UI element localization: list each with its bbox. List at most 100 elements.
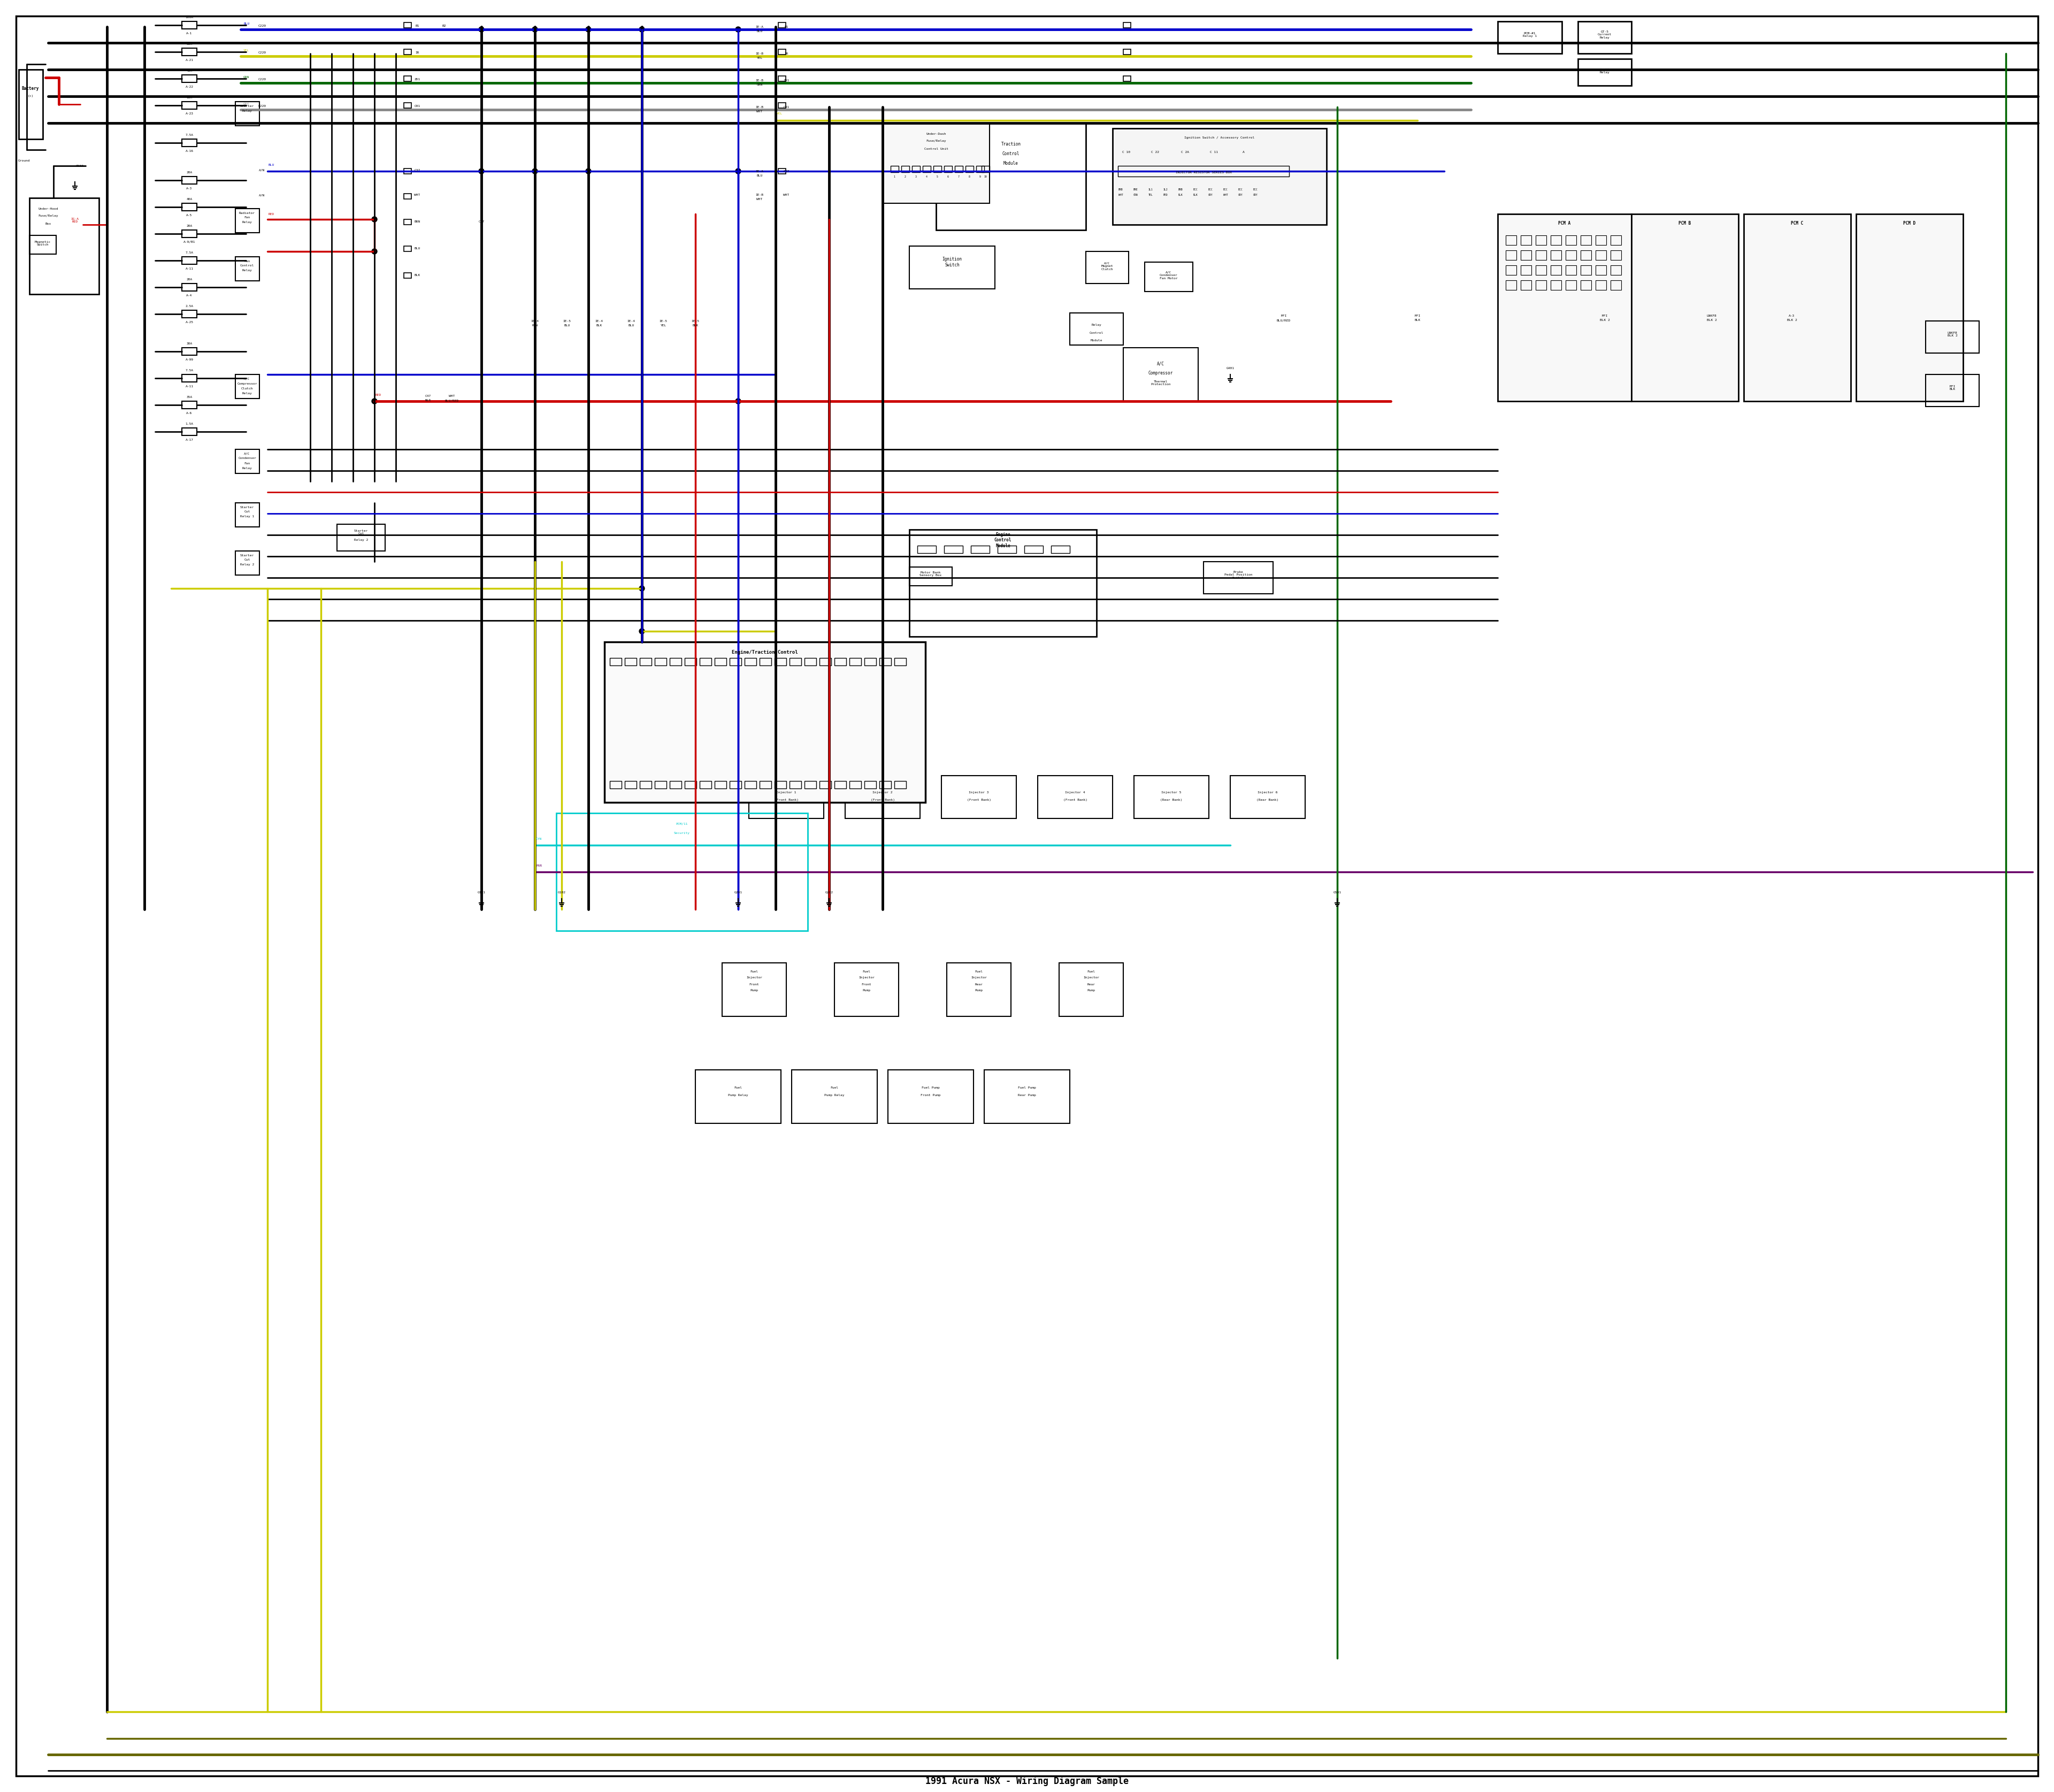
Bar: [405, 194, 411, 199]
Text: A-25: A-25: [185, 321, 193, 323]
Bar: [1037, 776, 1113, 819]
Text: (Front Bank): (Front Bank): [1064, 799, 1087, 801]
Text: G201: G201: [733, 891, 741, 894]
Text: Rear: Rear: [976, 984, 984, 986]
Text: Module: Module: [1004, 161, 1019, 167]
Bar: [1610, 265, 1621, 274]
Text: ZD1: ZD1: [415, 77, 421, 81]
Bar: [684, 781, 696, 788]
Bar: [1551, 235, 1561, 246]
Text: RED: RED: [376, 394, 382, 396]
Text: G401: G401: [1226, 367, 1234, 369]
Text: PCM A: PCM A: [1559, 220, 1571, 226]
Text: Control: Control: [240, 265, 255, 267]
Bar: [729, 781, 741, 788]
Bar: [1536, 265, 1547, 274]
Text: YEL: YEL: [776, 113, 783, 115]
Text: (Rear Bank): (Rear Bank): [1257, 799, 1280, 801]
Text: MFI: MFI: [1602, 314, 1608, 317]
Text: Brake
Pedal Position
Switch: Brake Pedal Position Switch: [1224, 570, 1253, 579]
Text: GRN: GRN: [242, 77, 249, 79]
Text: Fuel Pump: Fuel Pump: [1019, 1086, 1035, 1090]
Bar: [1506, 265, 1516, 274]
Bar: [1596, 265, 1606, 274]
Text: Injector: Injector: [746, 977, 762, 978]
Text: Ground: Ground: [18, 159, 31, 161]
Bar: [1124, 75, 1132, 81]
Text: CYN: CYN: [536, 837, 542, 840]
Bar: [610, 658, 622, 665]
Text: B2: B2: [442, 25, 446, 27]
Text: Injector: Injector: [859, 977, 875, 978]
Bar: [236, 256, 259, 281]
Text: Injector 5: Injector 5: [1161, 792, 1181, 794]
Text: BLU: BLU: [415, 247, 421, 251]
Text: BLU/RED: BLU/RED: [446, 400, 458, 401]
Bar: [655, 781, 665, 788]
Bar: [1113, 129, 1327, 224]
Text: BLK: BLK: [1415, 319, 1421, 323]
Bar: [1230, 776, 1304, 819]
Bar: [1577, 22, 1631, 54]
Text: A/C
Magnet
Clutch: A/C Magnet Clutch: [1101, 262, 1113, 271]
Text: A-9/B1: A-9/B1: [183, 240, 195, 244]
Bar: [405, 219, 411, 224]
Text: Starter: Starter: [240, 104, 255, 108]
Bar: [893, 658, 906, 665]
Circle shape: [532, 168, 538, 174]
Text: LNKF8: LNKF8: [1707, 314, 1717, 317]
Bar: [941, 776, 1017, 819]
Text: WHT: WHT: [756, 109, 762, 113]
Text: MFI: MFI: [1282, 314, 1286, 317]
Bar: [912, 167, 920, 172]
Bar: [774, 658, 787, 665]
Text: WHT: WHT: [756, 199, 762, 201]
Text: BLU/RED: BLU/RED: [1278, 319, 1290, 323]
Text: A-22: A-22: [185, 86, 193, 88]
Text: CRN: CRN: [1134, 194, 1138, 195]
Text: 1991 Acura NSX - Wiring Diagram Sample: 1991 Acura NSX - Wiring Diagram Sample: [926, 1776, 1128, 1787]
Text: Fuel: Fuel: [863, 969, 871, 973]
Text: 7.5A: 7.5A: [185, 251, 193, 254]
Text: 7.5A: 7.5A: [185, 133, 193, 136]
Text: Starter: Starter: [240, 505, 255, 509]
Bar: [1124, 48, 1132, 54]
Bar: [902, 167, 910, 172]
Text: IE-5: IE-5: [563, 319, 571, 323]
Text: Front: Front: [750, 984, 760, 986]
Text: PCM/11: PCM/11: [676, 823, 688, 824]
Text: WHT: WHT: [783, 194, 789, 197]
Text: GRY: GRY: [1253, 194, 1257, 195]
Bar: [1134, 776, 1210, 819]
Text: Relay 2: Relay 2: [240, 563, 255, 566]
Text: BLK 2: BLK 2: [1707, 319, 1717, 323]
Circle shape: [639, 629, 645, 634]
Text: 20A: 20A: [187, 278, 193, 281]
Text: RED: RED: [1163, 194, 1169, 195]
Text: Pump: Pump: [750, 989, 758, 993]
Bar: [1565, 265, 1575, 274]
Circle shape: [735, 168, 741, 174]
Text: Pump Relay: Pump Relay: [824, 1093, 844, 1097]
Bar: [29, 197, 99, 294]
Bar: [879, 781, 891, 788]
Bar: [639, 658, 651, 665]
Text: IG-A
RED: IG-A RED: [72, 217, 78, 224]
Bar: [624, 781, 637, 788]
Text: Box: Box: [45, 222, 51, 226]
Bar: [1536, 280, 1547, 290]
Bar: [778, 23, 787, 29]
Text: 40A: 40A: [187, 197, 193, 201]
Bar: [789, 658, 801, 665]
Text: BLU: BLU: [269, 163, 275, 167]
Text: C220: C220: [259, 104, 267, 108]
Bar: [1506, 251, 1516, 260]
Bar: [715, 658, 727, 665]
Bar: [670, 658, 682, 665]
Text: BLU: BLU: [756, 174, 762, 177]
Bar: [236, 550, 259, 575]
Bar: [744, 781, 756, 788]
Bar: [834, 781, 846, 788]
Bar: [984, 1070, 1070, 1124]
Text: Rear Pump: Rear Pump: [1019, 1093, 1035, 1097]
